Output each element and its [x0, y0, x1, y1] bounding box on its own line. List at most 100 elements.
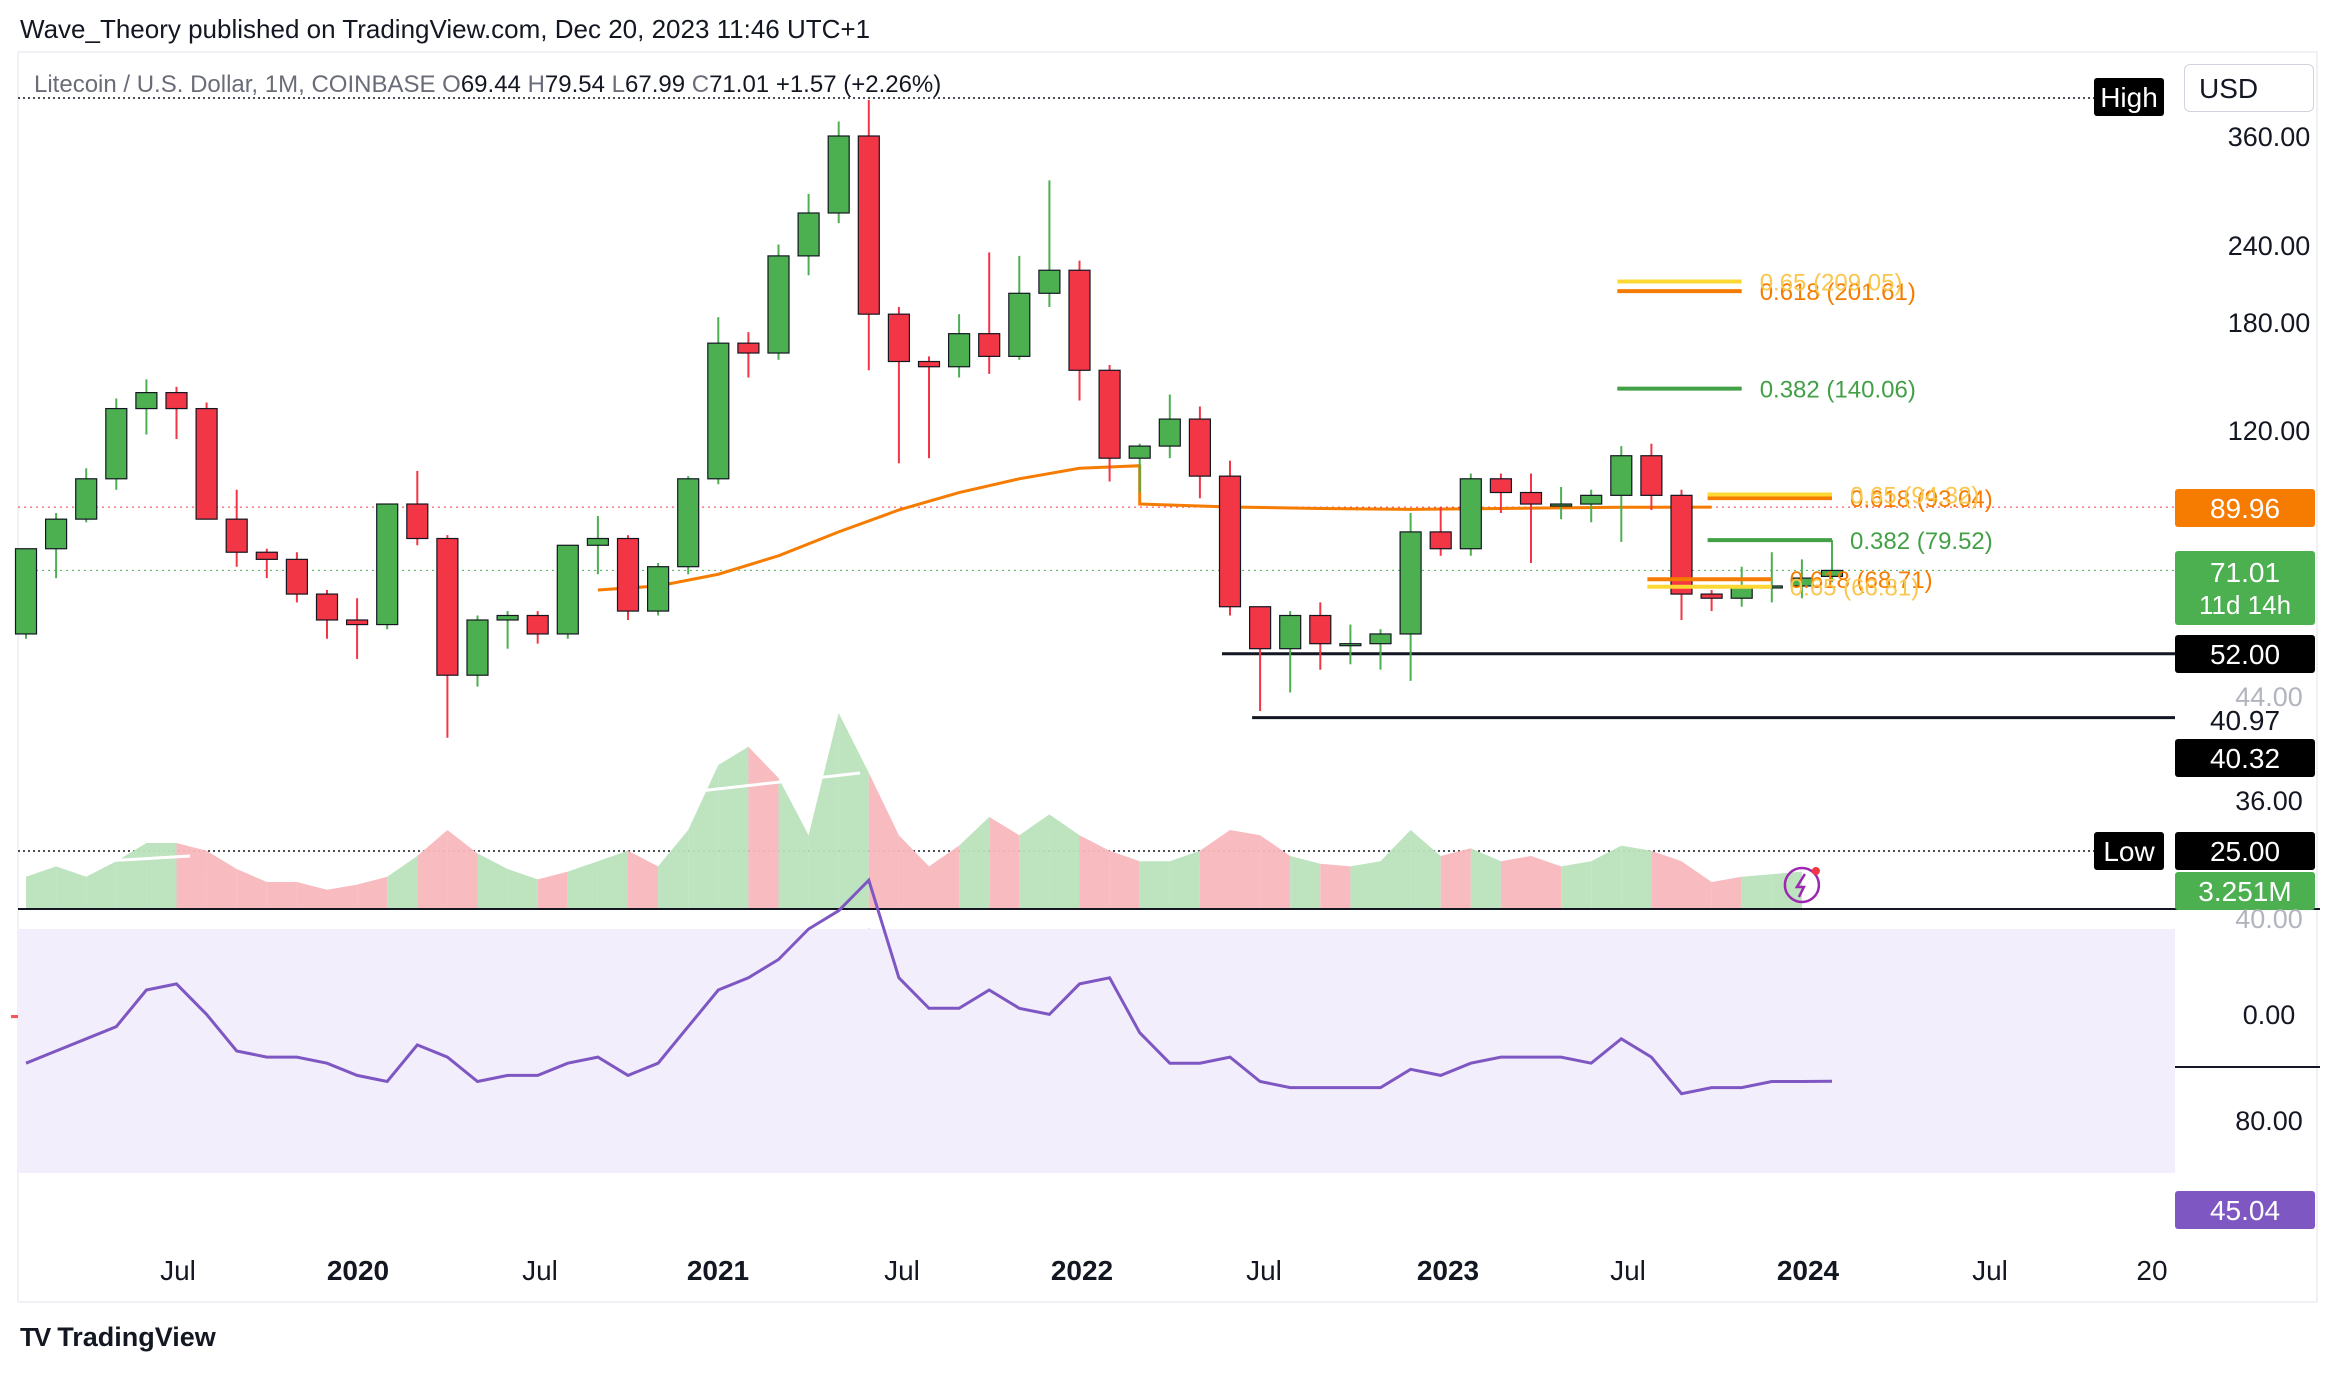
time-axis-label: Jul	[1246, 1255, 1282, 1286]
volume-area-segment	[296, 882, 327, 908]
volume-area-segment	[868, 772, 899, 908]
candle-body	[556, 544, 579, 635]
volume-area-segment	[1230, 830, 1261, 908]
volume-area-segment	[327, 884, 358, 908]
time-axis-label: Jul	[522, 1255, 558, 1286]
candle-body	[1640, 455, 1663, 496]
rsi-value-tag-bg	[2175, 1191, 2315, 1229]
rsi-band	[18, 929, 2175, 1173]
price-axis-tick-partial: 44.00	[2235, 682, 2303, 712]
symbol-name[interactable]: Litecoin / U.S. Dollar, 1M, COINBASE	[34, 71, 436, 98]
candle-body	[1188, 418, 1212, 477]
price-axis-tick: 120.00	[2228, 416, 2311, 446]
fib-level-label: 0.65 (94.32)	[1850, 482, 1979, 509]
candle-body	[406, 503, 429, 540]
candle-body	[978, 333, 1001, 357]
volume-area-segment	[447, 830, 478, 908]
candle-body	[646, 566, 670, 612]
low-label-tag-bg	[2094, 832, 2164, 870]
candle-body	[1248, 606, 1272, 650]
candle-body	[1038, 269, 1061, 294]
candle-body	[1549, 503, 1573, 507]
volume-area-segment	[1320, 863, 1351, 908]
volume-area-segment	[477, 853, 508, 908]
candle-body	[44, 518, 68, 550]
volume-tag-bg	[2175, 872, 2315, 910]
candle-body	[1068, 269, 1091, 371]
volume-area-segment	[417, 830, 448, 908]
volume-area-segment	[1019, 814, 1050, 908]
volume-area-segment	[1139, 861, 1170, 908]
current-price-tag-bg	[2175, 551, 2315, 625]
time-axis-label: Jul	[160, 1255, 196, 1286]
volume-area-segment	[718, 746, 749, 908]
volume-area-segment	[1621, 845, 1652, 908]
volume-area-segment	[387, 856, 418, 908]
tradingview-logo-icon: TV	[20, 1322, 51, 1352]
candle-body	[1580, 494, 1603, 505]
volume-area-segment	[537, 871, 568, 908]
volume-area-segment	[1470, 848, 1501, 908]
low-value-tag-bg	[2175, 832, 2315, 870]
candle-body	[1399, 531, 1422, 635]
candle-body	[1610, 455, 1633, 496]
lightning-bolt-icon	[1794, 873, 1806, 898]
lightning-alert-icon	[1783, 866, 1821, 904]
high-tag: High	[2100, 82, 2158, 113]
rsi-line	[25, 877, 1833, 1096]
volume-area-segment	[1350, 861, 1381, 908]
volume-tag: 3.251M	[2198, 876, 2291, 907]
volume-area-segment	[688, 765, 719, 908]
volume-area-segment	[838, 713, 869, 908]
volume-area-segment	[1651, 850, 1682, 908]
candle-body	[1820, 569, 1844, 577]
volume-area-segment	[898, 835, 929, 908]
candle-body	[797, 212, 820, 257]
time-axis-label: 20	[2136, 1255, 2167, 1286]
low-key: L	[611, 71, 625, 98]
volume-area-segment	[1741, 874, 1772, 908]
price-axis-tick: 36.00	[2235, 786, 2303, 816]
volume-area-segment	[1199, 830, 1230, 908]
candle-body	[436, 537, 459, 676]
volume-area-segment	[266, 882, 297, 908]
price-axis-tick: 240.00	[2228, 231, 2311, 261]
candle-body	[1429, 531, 1452, 550]
fib-level-label: 0.65 (209.05)	[1760, 269, 1903, 296]
volume-area-segment	[1410, 830, 1441, 908]
level-4032-tag-bg	[2175, 739, 2315, 777]
volume-area-segment	[116, 843, 147, 908]
volume-area-segment	[929, 845, 960, 908]
candle-body	[1700, 593, 1723, 599]
volume-area-segment	[628, 850, 659, 908]
time-axis-label: 2021	[687, 1255, 749, 1286]
high-key: H	[527, 71, 545, 98]
candle-body	[496, 614, 519, 621]
alert-dot-icon	[1811, 867, 1820, 875]
chart-frame	[17, 51, 2318, 1303]
rsi-value-tag: 45.04	[2210, 1195, 2280, 1226]
volume-area-segment	[1049, 814, 1080, 908]
level-4097-tag: 40.97	[2210, 705, 2280, 736]
volume-area-segment	[1711, 876, 1742, 908]
candle-body	[1158, 418, 1181, 447]
candle-body	[14, 548, 38, 635]
candle-body	[1309, 614, 1332, 645]
fib-level-label: 0.65 (66.81)	[1790, 575, 1919, 602]
volume-area-segment	[1260, 835, 1291, 908]
candle-body	[1339, 643, 1362, 647]
high-tag-bg	[2094, 78, 2164, 116]
macd-axis-tick: 40.00	[2235, 904, 2303, 934]
volume-area-segment	[1440, 848, 1471, 908]
publisher-line: Wave_Theory published on TradingView.com…	[20, 14, 871, 44]
fib-level-label: 0.618 (201.61)	[1760, 279, 1916, 306]
ohlc-legend: Litecoin / U.S. Dollar, 1M, COINBASE O69…	[34, 71, 941, 99]
volume-area-segment	[1079, 835, 1110, 908]
close-key: C	[691, 71, 710, 98]
price-axis-tick: 360.00	[2228, 122, 2311, 152]
currency-selector[interactable]: USD	[2184, 64, 2314, 112]
candle-body	[195, 407, 218, 520]
candle-body	[346, 619, 369, 626]
open-key: O	[442, 71, 461, 98]
